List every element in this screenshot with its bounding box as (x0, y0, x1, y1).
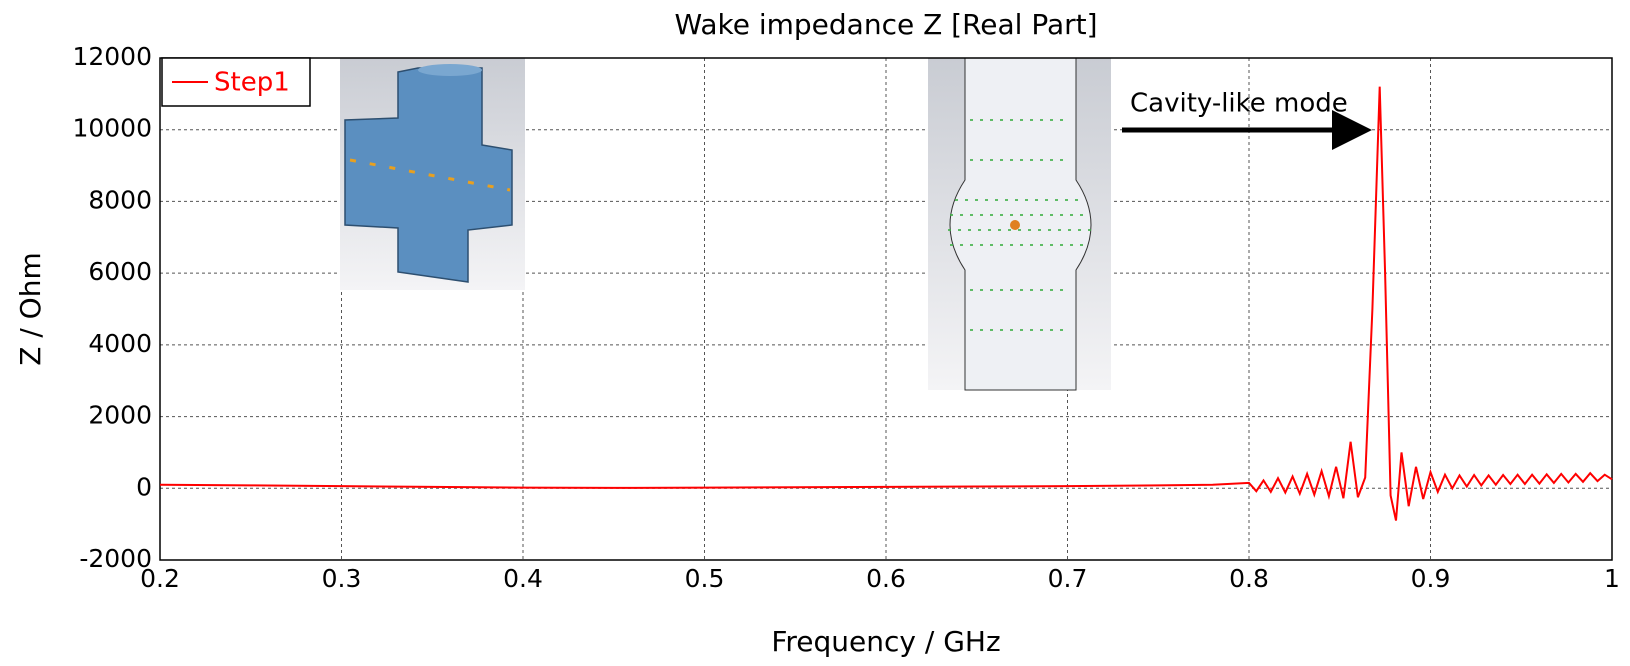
x-tick-label: 0.6 (866, 564, 906, 593)
legend: Step1 (162, 58, 310, 106)
legend-label: Step1 (214, 68, 290, 98)
x-tick-label: 0.8 (1229, 564, 1269, 593)
x-tick-label: 0.4 (503, 564, 543, 593)
y-tick-label: 12000 (72, 42, 152, 71)
y-tick-label: 0 (136, 472, 152, 501)
x-tick-label: 0.3 (322, 564, 362, 593)
x-axis-label: Frequency / GHz (771, 625, 1000, 658)
x-tick-label: 1 (1604, 564, 1620, 593)
chart-title: Wake impedance Z [Real Part] (674, 8, 1097, 41)
chart: Wake impedance Z [Real Part] Frequency /… (0, 0, 1630, 662)
y-tick-label: 6000 (88, 257, 152, 286)
x-tick-label: 0.9 (1411, 564, 1451, 593)
y-axis-label: Z / Ohm (14, 252, 47, 365)
x-tick-label: 0.7 (1048, 564, 1088, 593)
y-tick-label: 4000 (88, 329, 152, 358)
y-tick-label: 2000 (88, 401, 152, 430)
y-tick-label: 8000 (88, 185, 152, 214)
inset-field (928, 58, 1111, 390)
annotation: Cavity-like mode (1130, 89, 1348, 119)
x-tick-label: 0.2 (140, 564, 180, 593)
inset-geometry (340, 58, 525, 290)
x-tick-label: 0.5 (685, 564, 725, 593)
y-tick-label: 10000 (72, 114, 152, 143)
